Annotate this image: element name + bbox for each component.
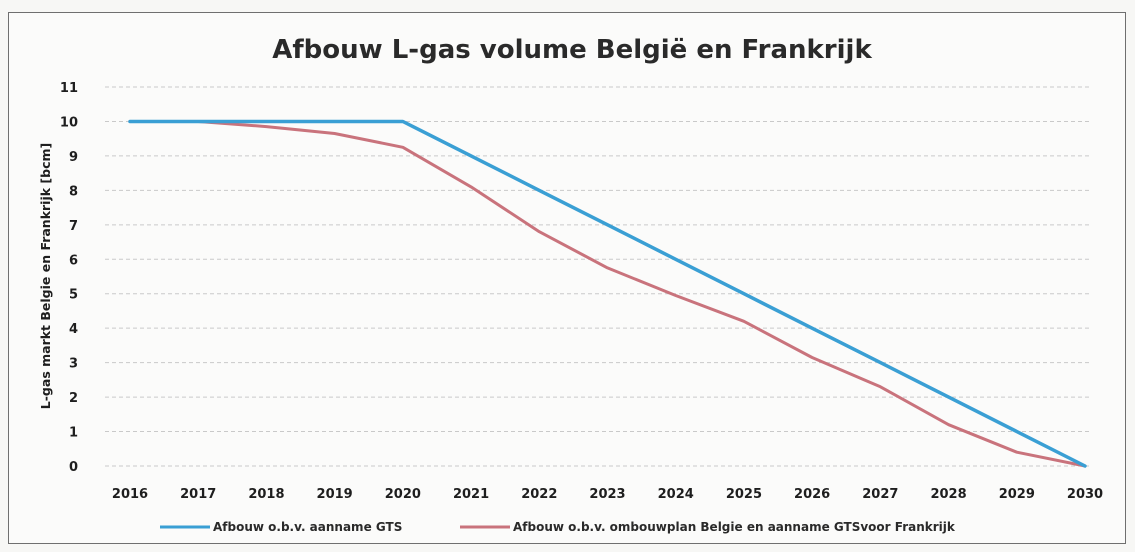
y-tick-label: 3 <box>69 357 78 372</box>
y-axis-label: L-gas markt Belgie en Frankrijk [bcm] <box>38 143 53 409</box>
x-tick-label: 2023 <box>589 487 625 502</box>
chart-title: Afbouw L-gas volume België en Frankrijk <box>272 35 872 65</box>
series-line-1 <box>128 119 1087 468</box>
y-tick-label: 0 <box>69 460 78 475</box>
x-tick-label: 2027 <box>862 487 898 502</box>
legend-label-1: Afbouw o.b.v. aanname GTS <box>213 520 402 534</box>
y-tick-label: 5 <box>69 288 78 303</box>
x-tick-label: 2018 <box>248 487 284 502</box>
x-tick-label: 2020 <box>385 487 421 502</box>
y-tick-label: 11 <box>60 81 78 96</box>
legend-label-2: Afbouw o.b.v. ombouwplan Belgie en aanna… <box>513 520 956 534</box>
series-line-2 <box>128 120 1087 468</box>
y-tick-label: 8 <box>69 184 78 199</box>
x-tick-label: 2021 <box>453 487 489 502</box>
x-tick-label: 2019 <box>317 487 353 502</box>
y-tick-label: 4 <box>69 322 78 337</box>
x-tick-label: 2017 <box>180 487 216 502</box>
y-tick-label: 1 <box>69 426 78 441</box>
x-tick-labels: 2016 2017 2018 2019 2020 2021 2022 2023 2024 2025… <box>112 487 1103 502</box>
x-tick-label: 2029 <box>999 487 1035 502</box>
series-lines <box>128 119 1087 468</box>
x-tick-label: 2024 <box>658 487 694 502</box>
y-tick-label: 7 <box>69 219 78 234</box>
chart-frame <box>8 12 1126 544</box>
gridlines <box>105 86 1090 467</box>
y-tick-label: 10 <box>60 115 78 130</box>
y-tick-label: 9 <box>69 150 78 165</box>
x-tick-label: 2030 <box>1067 487 1103 502</box>
x-tick-label: 2026 <box>794 487 830 502</box>
x-tick-label: 2016 <box>112 487 148 502</box>
legend: Afbouw o.b.v. aanname GTS Afbouw o.b.v. o… <box>160 520 956 534</box>
x-tick-label: 2022 <box>521 487 557 502</box>
x-tick-label: 2028 <box>930 487 966 502</box>
y-tick-label: 2 <box>69 391 78 406</box>
y-tick-label: 6 <box>69 253 78 268</box>
x-tick-label: 2025 <box>726 487 762 502</box>
y-tick-labels: 0 1 2 3 4 5 6 7 8 9 10 11 <box>60 81 78 475</box>
